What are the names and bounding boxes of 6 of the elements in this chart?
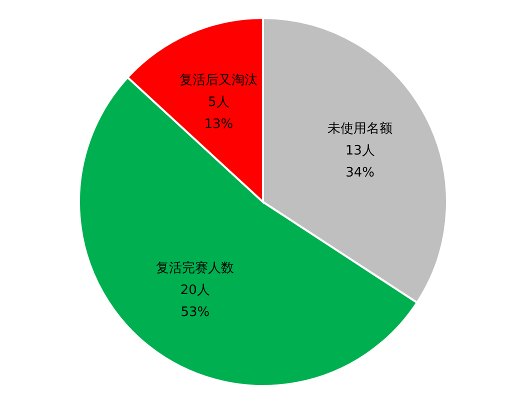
slice-label: 未使用名额	[328, 121, 393, 136]
slice-label: 复活后又淘汰	[180, 72, 258, 88]
data-label: 20人 53%	[180, 283, 210, 320]
slice-label: 复活完赛人数	[156, 260, 234, 276]
data-label: 13人 34%	[345, 143, 375, 180]
data-label: 5人 13%	[204, 94, 234, 132]
